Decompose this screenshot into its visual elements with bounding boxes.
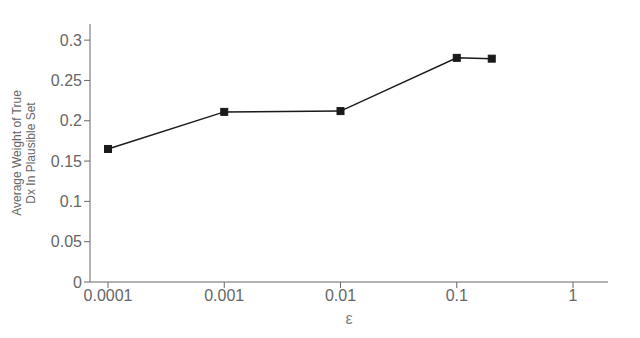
svg-text:0.25: 0.25 [51,72,82,89]
svg-text:0.1: 0.1 [60,193,82,210]
svg-text:Average Weight of TrueDx In Pl: Average Weight of TrueDx In Plausible Se… [10,90,38,216]
svg-text:0.05: 0.05 [51,233,82,250]
svg-text:0.15: 0.15 [51,153,82,170]
svg-text:0: 0 [73,274,82,291]
svg-text:0.2: 0.2 [60,112,82,129]
svg-text:1: 1 [569,287,578,304]
svg-text:0.1: 0.1 [446,287,468,304]
svg-text:0.01: 0.01 [325,287,356,304]
svg-text:0.0001: 0.0001 [84,287,133,304]
svg-text:0.3: 0.3 [60,32,82,49]
svg-text:0.001: 0.001 [204,287,244,304]
svg-text:ε: ε [345,310,352,327]
